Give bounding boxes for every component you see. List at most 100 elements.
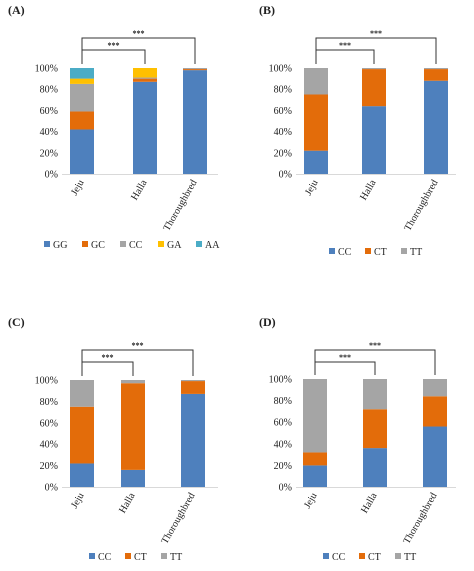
panel-label: (A)	[8, 3, 25, 17]
bar-segment-cc-thoroughbred	[423, 426, 447, 487]
bar-segment-ct-jeju	[304, 94, 328, 151]
bar-segment-cc-halla	[121, 469, 145, 487]
bar-segment-tt-thoroughbred	[423, 379, 447, 397]
y-tick-label: 100%	[269, 375, 292, 386]
bar-segment-tt-halla	[362, 68, 386, 70]
panel-label: (C)	[8, 315, 25, 329]
legend-swatch-aa	[196, 241, 202, 247]
significance-label: ***	[370, 29, 382, 38]
y-tick-label: 80%	[274, 396, 292, 407]
significance-bracket	[314, 349, 436, 375]
category-label: Jeju	[302, 491, 320, 510]
category-label: Jeju	[69, 178, 87, 197]
legend-label-aa: AA	[205, 240, 220, 251]
bar-segment-ga-halla	[133, 68, 157, 78]
bar-segment-gc-jeju	[70, 111, 94, 130]
chart-panel: (C) 0% 20% 40% 60% 80% 100% Jeju Halla Thoroughbr…	[8, 315, 218, 563]
y-tick-label: 40%	[40, 440, 58, 451]
y-tick-label: 60%	[274, 106, 292, 117]
y-tick-label: 80%	[274, 85, 292, 96]
y-tick-label: 60%	[40, 106, 58, 117]
y-tick-label: 80%	[40, 85, 58, 96]
bar-segment-ct-thoroughbred	[424, 69, 448, 81]
bar-segment-cc-thoroughbred	[181, 393, 205, 487]
bar-segment-ct-jeju	[303, 452, 327, 466]
y-tick-label: 40%	[274, 127, 292, 138]
y-tick-label: 20%	[274, 148, 292, 159]
bar-segment-gg-halla	[133, 81, 157, 174]
significance-bracket	[81, 49, 146, 64]
bar-segment-cc-jeju	[70, 463, 94, 487]
bar-segment-tt-jeju	[303, 379, 327, 453]
y-tick-label: 80%	[40, 397, 58, 408]
y-tick-label: 100%	[269, 64, 292, 75]
y-tick-label: 60%	[40, 418, 58, 429]
legend-swatch-tt	[395, 553, 401, 559]
legend-label-ct: CT	[374, 247, 387, 258]
category-label: Jeju	[303, 178, 321, 197]
y-tick-label: 0%	[45, 170, 58, 181]
significance-bracket	[315, 49, 375, 64]
category-label: Halla	[359, 491, 380, 516]
legend-swatch-cc	[329, 248, 335, 254]
y-tick-label: 100%	[35, 64, 58, 75]
legend-label-cc: CC	[129, 240, 143, 251]
significance-label: ***	[369, 341, 381, 350]
significance-bracket	[314, 361, 376, 375]
legend-label-cc: CC	[338, 247, 352, 258]
significance-label: ***	[339, 41, 351, 50]
significance-bracket	[81, 37, 196, 64]
legend-swatch-gg	[44, 241, 50, 247]
bar-segment-ct-halla	[363, 409, 387, 449]
bar-segment-tt-halla	[121, 380, 145, 384]
legend-swatch-tt	[401, 248, 407, 254]
y-tick-label: 60%	[274, 418, 292, 429]
significance-bracket	[315, 37, 437, 64]
category-label: Thoroughbred	[161, 178, 199, 233]
category-label: Jeju	[69, 491, 87, 510]
bar-segment-ct-thoroughbred	[423, 396, 447, 427]
significance-label: ***	[339, 353, 351, 362]
legend-label-ga: GA	[167, 240, 182, 251]
y-tick-label: 20%	[40, 148, 58, 159]
category-label: Halla	[129, 178, 150, 203]
bar-segment-gg-thoroughbred	[183, 70, 207, 174]
bar-segment-tt-thoroughbred	[181, 380, 205, 382]
significance-label: ***	[133, 29, 145, 38]
bar-segment-cc-jeju	[304, 150, 328, 174]
legend-label-cc: CC	[332, 552, 346, 563]
legend-label-gg: GG	[53, 240, 67, 251]
significance-bracket	[81, 349, 194, 376]
y-tick-label: 40%	[274, 439, 292, 450]
bar-segment-cc-thoroughbred	[183, 68, 207, 70]
bar-segment-ct-halla	[121, 383, 145, 470]
bar-segment-ga-jeju	[70, 78, 94, 84]
y-tick-label: 20%	[40, 461, 58, 472]
y-tick-label: 0%	[279, 483, 292, 494]
legend-swatch-gc	[82, 241, 88, 247]
bar-segment-ct-thoroughbred	[181, 381, 205, 394]
y-tick-label: 0%	[279, 170, 292, 181]
bar-segment-cc-halla	[363, 448, 387, 487]
bar-segment-tt-thoroughbred	[424, 68, 448, 70]
legend-swatch-cc	[323, 553, 329, 559]
bar-segment-gc-halla	[133, 78, 157, 82]
legend-swatch-ct	[359, 553, 365, 559]
y-tick-label: 0%	[45, 483, 58, 494]
bar-segment-tt-halla	[363, 379, 387, 410]
bar-segment-gc-thoroughbred	[183, 69, 207, 71]
legend-swatch-ct	[365, 248, 371, 254]
panel-label: (B)	[259, 3, 275, 17]
y-tick-label: 20%	[274, 461, 292, 472]
category-label: Thoroughbred	[401, 491, 439, 546]
legend-swatch-cc	[120, 241, 126, 247]
significance-label: ***	[108, 41, 120, 50]
bar-segment-tt-jeju	[70, 380, 94, 407]
category-label: Thoroughbred	[159, 491, 197, 546]
bar-segment-cc-halla	[362, 106, 386, 174]
legend-label-ct: CT	[368, 552, 381, 563]
y-tick-label: 100%	[35, 376, 58, 387]
bar-segment-ct-halla	[362, 69, 386, 107]
category-label: Halla	[358, 178, 379, 203]
